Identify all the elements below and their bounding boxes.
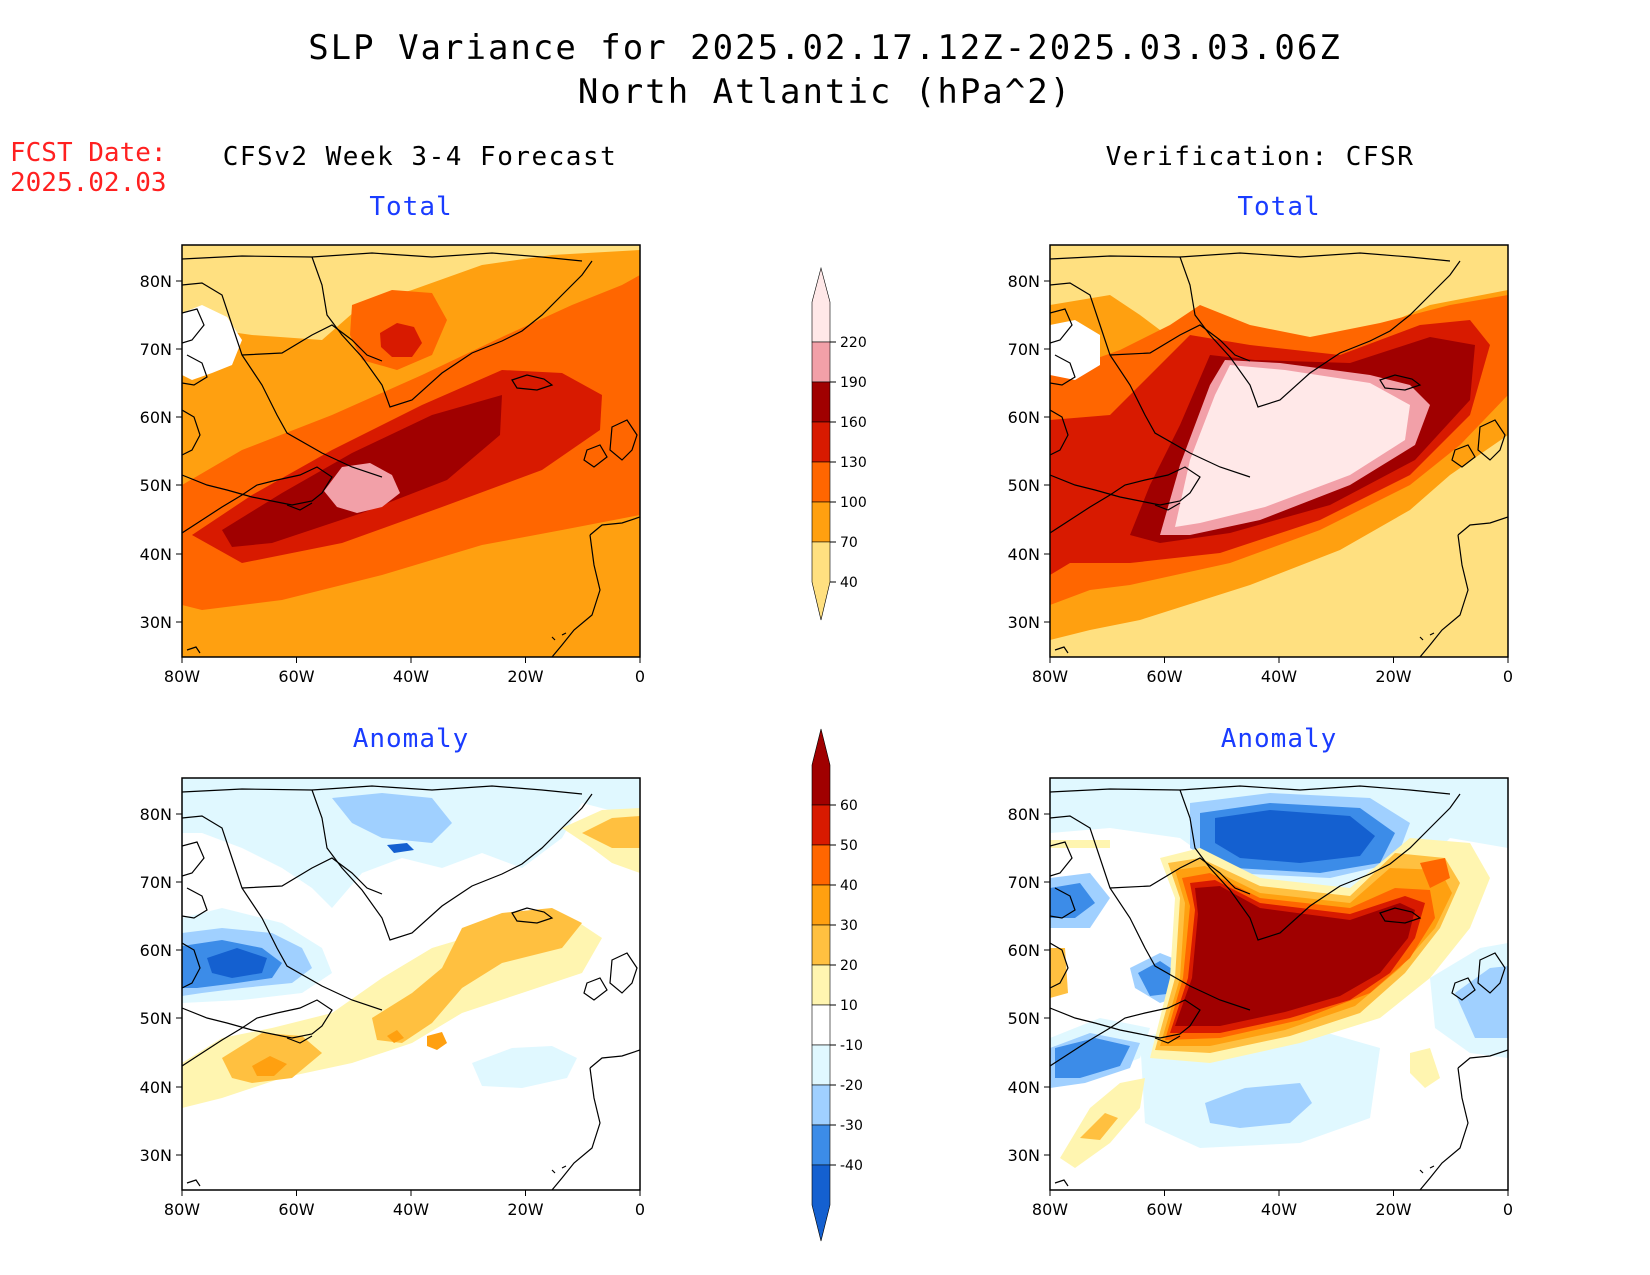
lon-label: 60W — [1146, 667, 1182, 686]
map-verification-anomaly — [1049, 777, 1509, 1191]
lat-label: 80N — [140, 805, 172, 824]
lon-label: 80W — [164, 667, 200, 686]
lon-label: 0 — [635, 667, 645, 686]
colorbar-segment — [811, 1164, 831, 1242]
lon-label: 80W — [1032, 667, 1068, 686]
colorbar-label: -20 — [840, 1078, 863, 1094]
colorbar-label: -40 — [840, 1158, 863, 1174]
colorbar-segment — [811, 1084, 831, 1126]
lon-label: 0 — [635, 1200, 645, 1219]
lat-label: 50N — [1008, 476, 1040, 495]
colorbar-label: 100 — [840, 495, 867, 511]
lon-label: 0 — [1503, 1200, 1513, 1219]
colorbar-label: 40 — [840, 878, 858, 894]
lat-label: 40N — [1008, 545, 1040, 564]
colorbar-segment — [811, 1044, 831, 1086]
lat-label: 60N — [1008, 408, 1040, 427]
lon-label: 0 — [1503, 667, 1513, 686]
lon-label: 80W — [1032, 1200, 1068, 1219]
lat-label: 40N — [140, 1078, 172, 1097]
lat-label: 60N — [1008, 941, 1040, 960]
lon-label: 40W — [1261, 1200, 1297, 1219]
lat-label: 70N — [1008, 340, 1040, 359]
lat-label: 50N — [140, 1009, 172, 1028]
column-title-verification: Verification: CFSR — [1105, 142, 1415, 172]
lon-label: 60W — [1146, 1200, 1182, 1219]
colorbar-label: -30 — [840, 1118, 863, 1134]
lat-label: 80N — [1008, 272, 1040, 291]
lat-label: 70N — [140, 873, 172, 892]
chart-title-line2: North Atlantic (hPa^2) — [577, 72, 1073, 112]
lon-label: 40W — [1261, 667, 1297, 686]
lat-label: 70N — [140, 340, 172, 359]
colorbar-label: -10 — [840, 1038, 863, 1054]
panel-title-verification-anomaly: Anomaly — [1220, 724, 1338, 754]
panel-title-verification-total: Total — [1237, 192, 1321, 222]
colorbar-segment — [811, 728, 831, 806]
lat-label: 80N — [140, 272, 172, 291]
colorbar-segment — [811, 541, 831, 621]
lat-label: 30N — [1008, 1146, 1040, 1165]
lat-label: 40N — [1008, 1078, 1040, 1097]
lon-label: 20W — [507, 667, 543, 686]
lat-label: 50N — [1008, 1009, 1040, 1028]
map-forecast-anomaly — [181, 777, 641, 1191]
colorbar-segment — [811, 421, 831, 463]
panel-title-forecast-total: Total — [369, 192, 453, 222]
lat-label: 60N — [140, 408, 172, 427]
lat-label: 60N — [140, 941, 172, 960]
colorbar-segment — [811, 501, 831, 543]
map-verification-total — [1049, 244, 1509, 658]
colorbar-segment — [811, 341, 831, 383]
colorbar-segment — [811, 461, 831, 503]
lat-label: 30N — [140, 1146, 172, 1165]
colorbar-label: 30 — [840, 918, 858, 934]
colorbar-label: 60 — [840, 798, 858, 814]
lon-label: 40W — [393, 1200, 429, 1219]
colorbar-segment — [811, 884, 831, 926]
lon-label: 60W — [278, 667, 314, 686]
lat-label: 50N — [140, 476, 172, 495]
axis-labels: 80N 70N 60N 50N 40N 30N 80W 60W 40W 20W 0 80N 70N 60N… — [140, 272, 1513, 1219]
lat-label: 30N — [1008, 613, 1040, 632]
lon-label: 20W — [1375, 1200, 1411, 1219]
colorbar-label: 220 — [840, 335, 867, 351]
colorbar-segment — [811, 844, 831, 886]
chart-title-line1: SLP Variance for 2025.02.17.12Z-2025.03.… — [308, 28, 1342, 68]
map-forecast-total — [181, 244, 641, 658]
colorbar-segment — [811, 964, 831, 1006]
colorbar-segment — [811, 1004, 831, 1046]
lat-label: 70N — [1008, 873, 1040, 892]
colorbar-anomaly: 60 50 40 30 20 10 -10 -20 -30 -40 — [811, 728, 863, 1242]
colorbar-segment — [811, 924, 831, 966]
lon-label: 20W — [507, 1200, 543, 1219]
lon-label: 20W — [1375, 667, 1411, 686]
fcst-date-value: 2025.02.03 — [10, 168, 167, 198]
colorbar-segment — [811, 1124, 831, 1166]
colorbar-total: 220 190 160 130 100 70 40 — [811, 266, 867, 621]
colorbar-label: 160 — [840, 415, 867, 431]
colorbar-segment — [811, 381, 831, 423]
colorbar-label: 40 — [840, 575, 858, 591]
lat-label: 80N — [1008, 805, 1040, 824]
colorbar-segment — [811, 804, 831, 846]
colorbar-label: 50 — [840, 838, 858, 854]
colorbar-label: 10 — [840, 998, 858, 1014]
colorbar-label: 190 — [840, 375, 867, 391]
colorbar-label: 130 — [840, 455, 867, 471]
lon-label: 40W — [393, 667, 429, 686]
colorbar-label: 20 — [840, 958, 858, 974]
lon-label: 80W — [164, 1200, 200, 1219]
colorbar-label: 70 — [840, 535, 858, 551]
lat-label: 30N — [140, 613, 172, 632]
lat-label: 40N — [140, 545, 172, 564]
fcst-date-label: FCST Date: — [10, 138, 167, 168]
panel-title-forecast-anomaly: Anomaly — [352, 724, 470, 754]
colorbar-segment — [811, 266, 831, 343]
lon-label: 60W — [278, 1200, 314, 1219]
column-title-forecast: CFSv2 Week 3-4 Forecast — [222, 142, 618, 172]
